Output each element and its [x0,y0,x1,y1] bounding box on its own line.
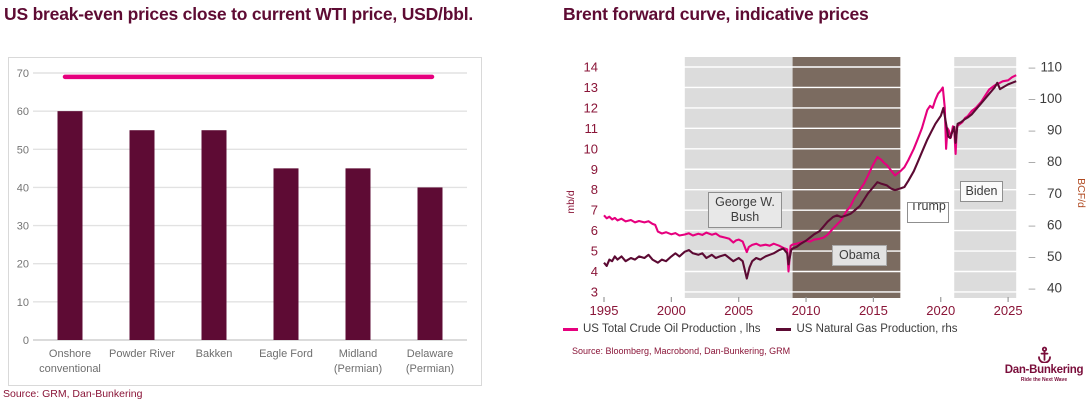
x-tick-label: 2005 [724,303,753,318]
y-tick-dash-right: – [1029,123,1036,137]
president-band [954,57,1017,298]
line-chart-canvas: 3 4 5 6 7 8 9 10 11 12 13 14 mb/d 1995 2000 2005 2010 201… [565,57,1087,318]
legend-item-crude-oil: US Total Crude Oil Production , lhs [563,323,760,335]
logo-tagline: Ride the Next Wave [1020,377,1068,383]
right-source-note: Source: Bloomberg, Macrobond, Dan-Bunker… [572,346,791,356]
band-label-biden: Biden [960,181,1003,202]
natural-gas-line-swatch [776,327,792,331]
band-label-obama: Obama [832,245,887,266]
y-tick-label-left: 14 [584,60,598,75]
x-category-label: Midland (Permian) [334,348,382,375]
y-tick-dash-right: – [1029,249,1036,263]
x-tick-label: 2010 [792,303,821,318]
y-tick-label-right: 100 [1039,91,1062,106]
y-tick-label-left: 5 [591,244,598,259]
y-tick-label-left: 4 [591,264,598,279]
bar [57,111,83,340]
y-tick-label-left: 8 [591,182,598,197]
right-axis-unit-label: BCF/d [1075,178,1087,208]
left-axis-unit-label: mb/d [565,190,577,214]
right-chart-title: Brent forward curve, indicative prices [563,4,869,24]
band-label-trump: Trump [907,202,949,223]
legend-label-natural-gas: US Natural Gas Production, rhs [796,323,958,335]
x-tick-label: 1995 [590,303,619,318]
band-label-trump-text: Trump [910,202,946,213]
y-tick-label-left: 7 [591,203,598,218]
y-tick-label-left: 3 [591,284,598,299]
y-tick-dash-right: – [1029,186,1036,200]
bar [273,168,299,340]
bar [417,187,443,340]
dan-bunkering-logo: Dan-Bunkering Ride the Next Wave [1000,346,1088,383]
bar [345,168,371,340]
y-tick-label-left: 6 [591,223,598,238]
y-tick-label-right: 60 [1047,217,1062,232]
x-category-label: Eagle Ford [259,348,313,360]
x-category-label: Bakken [196,348,233,360]
legend-item-natural-gas: US Natural Gas Production, rhs [776,323,958,335]
x-tick-label: 2025 [994,303,1023,318]
y-tick-label: 40 [17,182,29,194]
line-chart-legend: US Total Crude Oil Production , lhs US N… [563,323,958,335]
y-tick-label: 10 [17,297,29,309]
logo-name: Dan-Bunkering [1004,364,1084,376]
x-category-label: Powder River [109,348,175,360]
y-tick-label-right: 110 [1040,60,1062,75]
production-line-chart: 3 4 5 6 7 8 9 10 11 12 13 14 mb/d 1995 2000 2005 2010 201… [554,50,1089,320]
y-tick-label-right: 90 [1047,123,1062,138]
crude-oil-line-swatch [563,327,578,331]
y-tick-label-right: 50 [1047,249,1062,264]
y-tick-label-right: 70 [1047,186,1062,201]
y-tick-label: 0 [23,335,29,347]
left-chart-title: US break-even prices close to current WT… [4,4,474,24]
band-label-bush: George W. Bush [708,192,782,228]
bar-chart-canvas: 0 10 20 30 40 50 60 70 Onshore conventional Powder… [17,68,467,375]
y-tick-label-left: 10 [584,141,598,156]
y-tick-dash-right: – [1029,155,1036,169]
y-tick-label-left: 13 [584,80,598,95]
x-category-label: Delaware (Permian) [406,348,454,375]
y-tick-label-right: 80 [1047,154,1062,169]
president-band [684,57,793,298]
y-tick-label: 60 [17,106,29,118]
y-tick-label: 20 [17,259,29,271]
y-tick-label-left: 12 [584,100,598,115]
legend-label-crude-oil: US Total Crude Oil Production , lhs [583,323,761,335]
x-tick-label: 2020 [926,303,955,318]
y-tick-dash-right: – [1029,281,1036,295]
x-tick-label: 2015 [859,303,888,318]
y-tick-dash-right: – [1029,218,1036,232]
y-tick-label: 50 [17,144,29,156]
y-tick-label-left: 9 [591,162,598,177]
y-tick-label-right: 40 [1047,280,1062,295]
bar [129,130,155,340]
x-category-label: Onshore conventional [39,348,101,375]
y-tick-label-left: 11 [585,121,599,136]
y-tick-label: 70 [17,68,29,80]
natural-gas-line [603,80,1017,280]
breakeven-bar-chart: 0 10 20 30 40 50 60 70 Onshore conventional Powder… [8,57,482,386]
bar [201,130,227,340]
left-source-note: Source: GRM, Dan-Bunkering [3,388,143,400]
y-tick-dash-right: – [1029,60,1036,74]
y-tick-dash-right: – [1029,92,1036,106]
y-tick-label: 30 [17,221,29,233]
anchor-icon [1037,346,1051,363]
x-tick-label: 2000 [657,303,686,318]
